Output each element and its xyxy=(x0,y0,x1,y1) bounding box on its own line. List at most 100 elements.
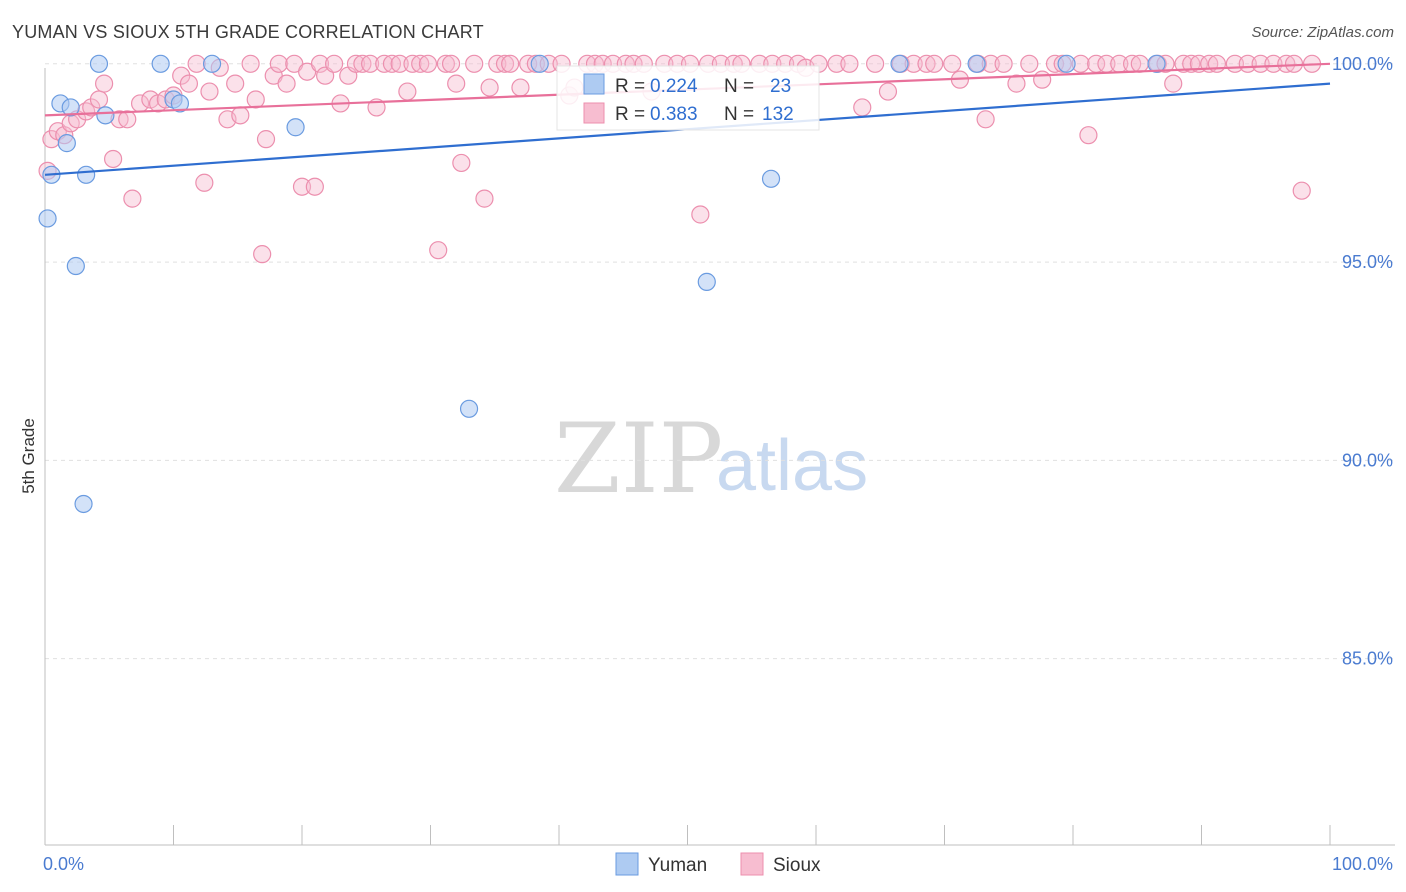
legend-sioux-n-value: 132 xyxy=(762,104,794,125)
x-tick-labels: 0.0% 100.0% xyxy=(43,854,1393,874)
sioux-point xyxy=(465,54,484,73)
yuman-point xyxy=(61,98,80,117)
sioux-point xyxy=(246,90,265,109)
sioux-point xyxy=(375,54,394,73)
y-tick-label: 85.0% xyxy=(1342,649,1393,669)
sioux-point xyxy=(827,54,846,73)
yuman-point xyxy=(151,54,170,73)
sioux-point xyxy=(475,189,494,208)
bottom-legend-sioux-label: Sioux xyxy=(773,855,821,876)
sioux-point xyxy=(994,54,1013,73)
bottom-legend-sioux-swatch xyxy=(740,852,764,876)
sioux-point xyxy=(436,54,456,73)
sioux-point xyxy=(480,78,499,97)
yuman-point xyxy=(761,169,781,188)
legend-yuman-swatch xyxy=(583,73,605,95)
legend-yuman-r-value: 0.224 xyxy=(650,76,698,97)
sioux-point xyxy=(866,54,885,73)
yuman-point xyxy=(697,272,716,291)
correlation-legend: R = 0.224 N = 23 R = 0.383 N = 132 xyxy=(556,65,820,131)
sioux-point xyxy=(346,54,366,73)
legend-sioux-swatch xyxy=(583,102,605,124)
sioux-point xyxy=(195,173,214,192)
sioux-point xyxy=(118,110,137,129)
sioux-point xyxy=(398,82,417,101)
yuman-point xyxy=(74,494,93,514)
sioux-point xyxy=(179,74,199,93)
sioux-point xyxy=(226,74,245,93)
yuman-point xyxy=(1057,54,1076,73)
gridlines xyxy=(45,63,1395,660)
yuman-point xyxy=(77,165,96,184)
yuman-point xyxy=(286,118,305,137)
sioux-point xyxy=(256,130,276,149)
sioux-point xyxy=(488,54,507,73)
sioux-point xyxy=(89,90,109,109)
sioux-point xyxy=(501,54,520,73)
sioux-point xyxy=(976,110,995,129)
legend-sioux-r-label: R = xyxy=(615,104,645,125)
legend-yuman-n-value: 23 xyxy=(770,76,791,97)
yuman-point xyxy=(38,209,57,228)
yuman-point xyxy=(890,54,909,73)
sioux-point xyxy=(200,82,219,101)
yuman-point xyxy=(1147,54,1166,73)
axes xyxy=(44,68,1395,846)
sioux-point xyxy=(1164,74,1183,93)
yuman-point xyxy=(66,256,85,276)
sioux-point xyxy=(382,54,402,73)
sioux-point xyxy=(925,54,944,73)
sioux-point xyxy=(943,54,962,73)
sioux-point xyxy=(840,54,859,73)
sioux-point xyxy=(411,54,430,73)
legend-sioux-n-label: N = xyxy=(724,104,754,125)
sioux-point xyxy=(310,54,330,73)
sioux-point xyxy=(231,106,250,125)
yuman-point xyxy=(89,54,109,73)
y-tick-label: 100.0% xyxy=(1332,54,1393,74)
yuman-point xyxy=(967,54,986,73)
sioux-point xyxy=(1033,70,1052,89)
sioux-point xyxy=(917,54,936,73)
sioux-point xyxy=(878,82,898,101)
sioux-point xyxy=(361,54,380,73)
sioux-point xyxy=(1130,54,1149,73)
sioux-point xyxy=(305,177,324,196)
sioux-point xyxy=(495,54,515,73)
source-label: Source: ZipAtlas.com xyxy=(1251,24,1394,41)
yuman-point xyxy=(96,106,115,125)
sioux-point xyxy=(511,78,530,97)
watermark-zip: ZIP xyxy=(554,403,723,515)
sioux-point xyxy=(1174,54,1193,73)
sioux-point xyxy=(325,54,344,73)
sioux-point xyxy=(353,54,372,73)
y-axis-label: 5th Grade xyxy=(19,418,38,494)
sioux-point xyxy=(253,245,272,264)
legend-yuman-r-label: R = xyxy=(615,76,645,97)
sioux-point xyxy=(403,54,422,73)
sioux-point xyxy=(1207,54,1227,73)
sioux-point xyxy=(452,153,471,173)
chart-title: YUMAN VS SIOUX 5TH GRADE CORRELATION CHA… xyxy=(12,22,484,42)
sioux-point xyxy=(269,54,288,73)
sioux-point xyxy=(1020,54,1039,73)
watermark-atlas: atlas xyxy=(716,426,868,506)
bottom-legend-yuman-label: Yuman xyxy=(648,855,707,876)
sioux-point xyxy=(1264,54,1283,73)
sioux-point xyxy=(1251,54,1270,73)
yuman-points xyxy=(38,54,1166,514)
sioux-point xyxy=(277,74,296,93)
sioux-point xyxy=(1079,126,1098,145)
yuman-point xyxy=(170,94,190,113)
sioux-point xyxy=(418,54,438,73)
y-tick-label: 90.0% xyxy=(1342,450,1393,470)
sioux-point xyxy=(292,177,312,196)
sioux-point xyxy=(104,149,123,169)
y-tick-label: 95.0% xyxy=(1342,252,1393,272)
sioux-point xyxy=(241,54,260,73)
watermark: ZIP atlas xyxy=(554,403,868,515)
sioux-point xyxy=(441,54,461,73)
y-tick-labels: 100.0% 95.0% 90.0% 85.0% xyxy=(1332,54,1393,669)
yuman-point xyxy=(202,54,222,73)
